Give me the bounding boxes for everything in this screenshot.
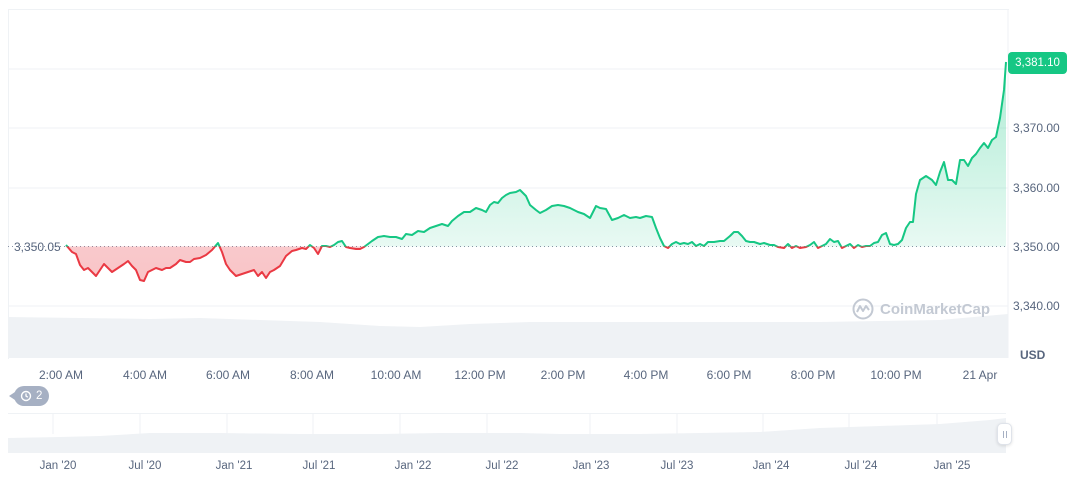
nav-x-tick: Jul '24: [844, 460, 878, 472]
coinmarketcap-watermark: CoinMarketCap: [852, 298, 990, 320]
nav-x-tick: Jul '20: [128, 460, 162, 472]
x-tick: 2:00 PM: [540, 368, 586, 382]
nav-x-tick: Jan '22: [394, 460, 432, 472]
x-tick: 10:00 AM: [370, 368, 422, 382]
x-tick: 4:00 PM: [623, 368, 669, 382]
y-tick-3340: 3,340.00: [1013, 299, 1060, 313]
y-tick-3350: 3,350.00: [1013, 240, 1060, 254]
x-tick: 8:00 AM: [289, 368, 335, 382]
gridlines: [8, 9, 1009, 358]
nav-x-tick: Jul '22: [485, 460, 519, 472]
history-count: 2: [36, 390, 43, 402]
nav-x-tick: Jan '21: [215, 460, 253, 472]
x-tick: 8:00 PM: [790, 368, 836, 382]
navigator-handle[interactable]: [997, 423, 1012, 445]
currency-unit-label: USD: [1020, 348, 1046, 362]
nav-x-tick: Jan '20: [39, 460, 77, 472]
nav-x-tick: Jan '23: [572, 460, 610, 472]
x-tick: 12:00 PM: [454, 368, 506, 382]
time-range-navigator[interactable]: [8, 413, 1006, 454]
price-line-down: [65, 246, 871, 282]
x-tick: 6:00 AM: [205, 368, 251, 382]
y-tick-3370: 3,370.00: [1013, 121, 1060, 135]
navigator-gridlines: [52, 414, 938, 434]
history-badge[interactable]: 2: [8, 386, 50, 406]
x-tick: 6:00 PM: [706, 368, 752, 382]
watermark-text: CoinMarketCap: [880, 300, 991, 318]
x-tick: 10:00 PM: [870, 368, 922, 382]
navigator-area: [8, 418, 1006, 453]
nav-x-tick: Jul '21: [302, 460, 336, 472]
price-line-up: [65, 61, 1007, 247]
current-price-badge: 3,381.10: [1008, 52, 1067, 74]
chart-frame: [8, 9, 1009, 359]
coinmarketcap-logo-icon: [852, 298, 874, 320]
x-tick: 2:00 AM: [38, 368, 84, 382]
nav-x-tick: Jan '25: [933, 460, 971, 472]
x-tick: 4:00 AM: [122, 368, 168, 382]
y-tick-3360: 3,360.00: [1013, 181, 1060, 195]
nav-x-tick: Jan '24: [752, 460, 790, 472]
nav-x-tick: Jul '23: [660, 460, 694, 472]
x-tick: 21 Apr: [962, 368, 998, 382]
volume-area: [8, 314, 1008, 358]
history-icon: [20, 390, 32, 402]
baseline-price-label: 3,350.05: [14, 240, 61, 254]
